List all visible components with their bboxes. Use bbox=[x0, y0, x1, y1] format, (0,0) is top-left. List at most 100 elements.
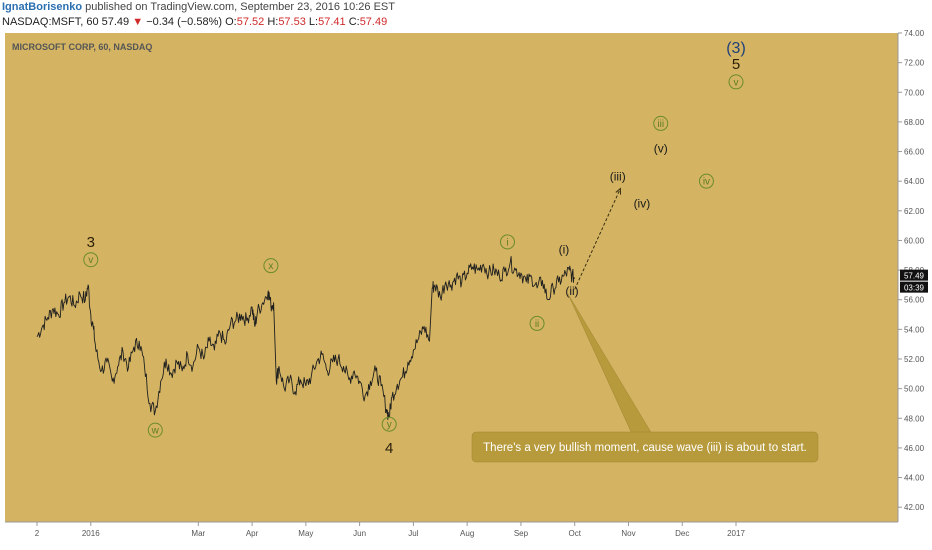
wave-label-text: y bbox=[387, 420, 392, 431]
x-tick-label: 2017 bbox=[727, 529, 745, 538]
wave-label: (i) bbox=[559, 242, 570, 256]
y-tick-label: 74.00 bbox=[904, 29, 925, 38]
wave-label: 5 bbox=[732, 56, 740, 73]
y-tick-label: 54.00 bbox=[904, 325, 925, 334]
countdown-tag-text: 03:39 bbox=[904, 284, 925, 293]
wave-circle-icon bbox=[83, 252, 99, 268]
y-tick-label: 42.00 bbox=[904, 503, 925, 512]
x-tick-label: Mar bbox=[191, 529, 205, 538]
chart-header-quote: NASDAQ:MSFT, 60 57.49 ▼ −0.34 (−0.58%) O… bbox=[2, 16, 387, 28]
y-tick-label: 62.00 bbox=[904, 207, 925, 216]
wave-label-text: iv bbox=[703, 177, 710, 188]
y-tick-label: 70.00 bbox=[904, 88, 925, 97]
series-layer bbox=[36, 187, 622, 421]
countdown-tag bbox=[900, 281, 928, 293]
wave-label: iii bbox=[653, 115, 669, 131]
wave-label: (iii) bbox=[610, 170, 626, 184]
wave-label-text: v bbox=[88, 255, 93, 266]
y-tick-label: 64.00 bbox=[904, 177, 925, 186]
close-value: 57.49 bbox=[359, 16, 388, 28]
x-tick-label: 2 bbox=[35, 529, 40, 538]
high-value: 57.53 bbox=[278, 16, 306, 28]
annotation-callout: There's a very bullish moment, cause wav… bbox=[471, 293, 819, 463]
wave-label-text: (ii) bbox=[565, 284, 578, 298]
wave-label-text: (iv) bbox=[634, 196, 651, 210]
wave-label: (3) bbox=[726, 40, 746, 57]
wave-label-text: (3) bbox=[726, 40, 746, 57]
x-tick-label: Aug bbox=[460, 529, 474, 538]
open-label: O: bbox=[225, 16, 237, 28]
wave-circle-icon bbox=[698, 173, 714, 189]
wave-label-text: (iii) bbox=[610, 170, 626, 184]
wave-label: iv bbox=[698, 173, 714, 189]
wave-label-text: v bbox=[734, 77, 739, 88]
y-tick-label: 50.00 bbox=[904, 385, 925, 394]
open-value: 57.52 bbox=[236, 16, 265, 28]
wave-label: x bbox=[263, 258, 279, 274]
chart-header-publisher: IgnatBorisenko published on TradingView.… bbox=[2, 1, 395, 13]
wave-circle-icon bbox=[381, 416, 397, 432]
last-price: 57.49 bbox=[101, 16, 130, 28]
y-tick-label: 52.00 bbox=[904, 355, 925, 364]
price-tags: 57.49 03:39 bbox=[900, 269, 928, 293]
y-tick-label: 46.00 bbox=[904, 444, 925, 453]
wave-label: w bbox=[147, 422, 163, 438]
wave-circle-icon bbox=[728, 74, 744, 90]
x-tick-label: Sep bbox=[514, 529, 529, 538]
y-tick-label: 66.00 bbox=[904, 148, 925, 157]
wave-label: y bbox=[381, 416, 397, 432]
callout-text: There's a very bullish moment, cause wav… bbox=[483, 442, 807, 454]
low-label: L: bbox=[308, 16, 319, 28]
price-series-line bbox=[36, 256, 576, 421]
price-change: −0.34 (−0.58%) bbox=[146, 16, 223, 28]
wave-circle-icon bbox=[529, 315, 545, 331]
wave-label: 4 bbox=[385, 440, 393, 457]
callout-box bbox=[471, 431, 819, 463]
wave-label: i bbox=[499, 234, 515, 250]
high-label: H: bbox=[267, 16, 279, 28]
x-tick-label: Dec bbox=[675, 529, 689, 538]
y-axis: 42.00 44.00 46.00 48.00 50.00 52.00 54.00 56.00… bbox=[897, 29, 925, 522]
wave-label-text: x bbox=[268, 261, 273, 272]
wave-label: v bbox=[728, 74, 744, 90]
wave-circle-icon bbox=[653, 115, 669, 131]
y-tick-label: 44.00 bbox=[904, 474, 925, 483]
publish-info: published on TradingView.com, September … bbox=[82, 1, 395, 13]
wave-label-text: (i) bbox=[559, 242, 570, 256]
chart-title: MICROSOFT CORP, 60, NASDAQ bbox=[12, 42, 152, 52]
author-link[interactable]: IgnatBorisenko bbox=[2, 1, 83, 13]
last-price-tag bbox=[900, 269, 928, 281]
x-axis: 2 2016 Mar Apr May Jun Jul Aug Sep Oct Nov Dec 2017 bbox=[5, 521, 898, 538]
x-tick-label: 2016 bbox=[82, 529, 100, 538]
projection-arrowhead-icon bbox=[615, 187, 622, 195]
wave-label-text: 5 bbox=[732, 56, 740, 73]
wave-label-text: i bbox=[506, 237, 508, 248]
y-tick-label: 60.00 bbox=[904, 236, 925, 245]
wave-label: ii bbox=[529, 315, 545, 331]
y-tick-label: 56.00 bbox=[904, 296, 925, 305]
y-tick-label: 68.00 bbox=[904, 118, 925, 127]
wave-label: (ii) bbox=[565, 284, 578, 298]
x-tick-label: Nov bbox=[621, 529, 635, 538]
wave-label-text: (v) bbox=[654, 142, 668, 156]
x-tick-label: Jun bbox=[353, 529, 366, 538]
wave-label-text: ii bbox=[535, 319, 539, 330]
x-tick-label: Apr bbox=[246, 529, 259, 538]
symbol-label: NASDAQ:MSFT, 60 bbox=[2, 16, 99, 28]
wave-label-text: 3 bbox=[87, 234, 95, 251]
x-tick-label: Oct bbox=[568, 529, 581, 538]
x-tick-label: Jul bbox=[408, 529, 418, 538]
y-tick-label: 48.00 bbox=[904, 414, 925, 423]
wave-circle-icon bbox=[263, 258, 279, 274]
wave-label-text: iii bbox=[657, 119, 664, 130]
projection-arrow-line bbox=[574, 188, 621, 290]
close-label: C: bbox=[348, 16, 360, 28]
wave-label: v bbox=[83, 252, 99, 268]
wave-label-text: 4 bbox=[385, 440, 393, 457]
low-value: 57.41 bbox=[318, 16, 346, 28]
wave-circle-icon bbox=[147, 422, 163, 438]
wave-circle-icon bbox=[499, 234, 515, 250]
y-tick-label: 72.00 bbox=[904, 59, 925, 68]
